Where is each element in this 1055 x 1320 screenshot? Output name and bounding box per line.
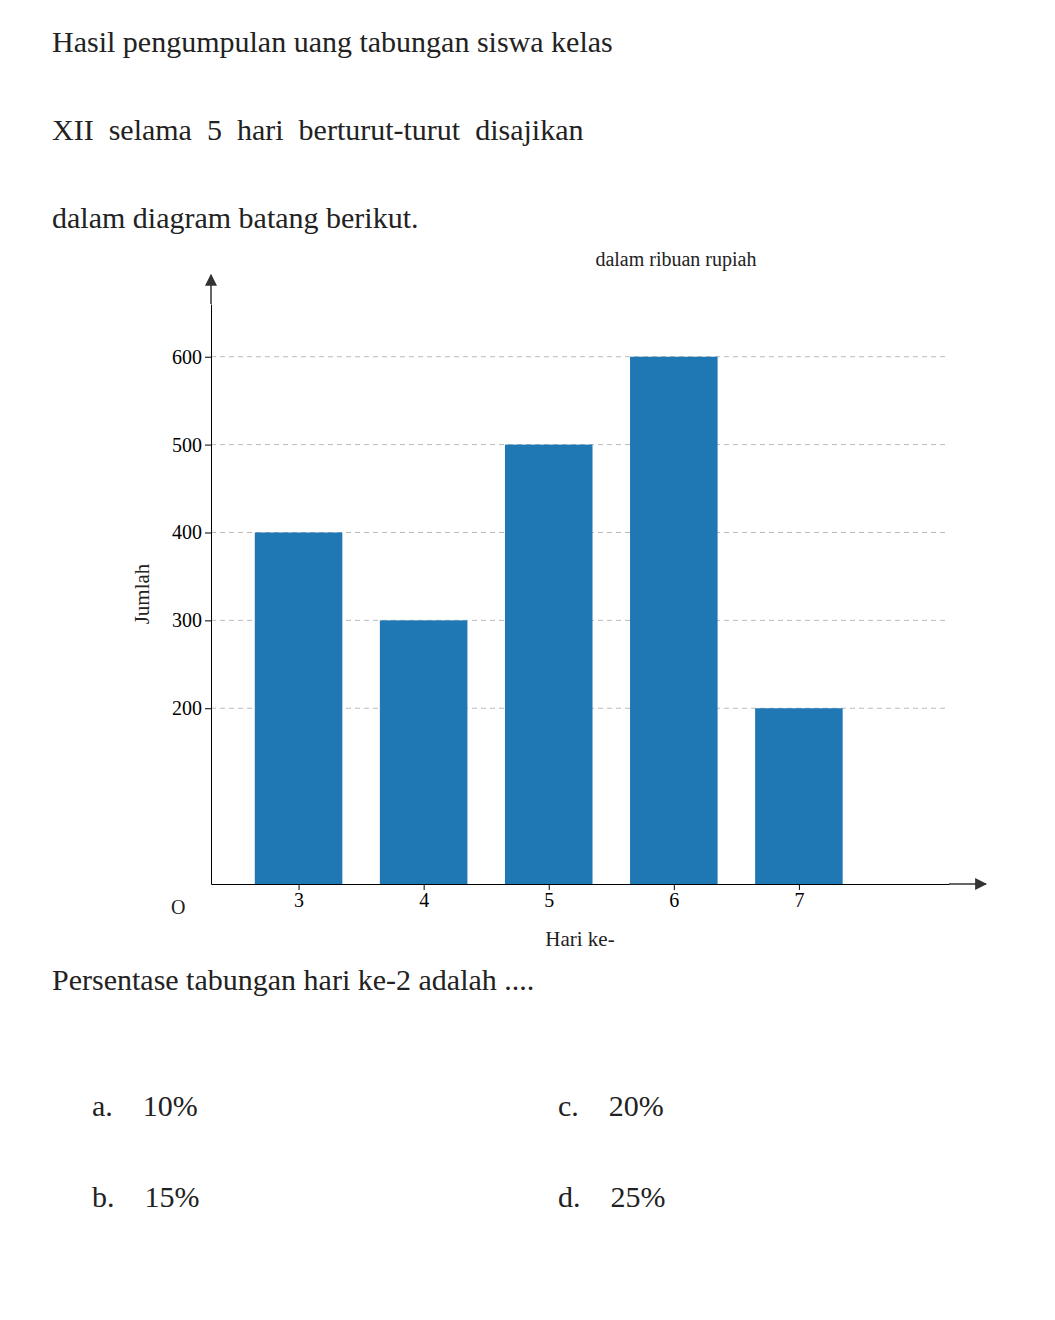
title-line: Hasil pengumpulan uang tabungan siswa ke… <box>52 25 613 58</box>
y-tick: 500 <box>172 434 211 456</box>
y-tick-label: 600 <box>172 346 202 368</box>
y-axis-title: Jumlah <box>130 563 154 624</box>
marks <box>255 357 843 884</box>
bar <box>380 620 468 884</box>
y-tick: 600 <box>172 346 211 368</box>
bar <box>630 357 718 884</box>
bar <box>255 532 343 884</box>
y-tick-label: 400 <box>172 521 202 543</box>
y-tick: 200 <box>172 697 211 719</box>
title-line: dalam diagram batang berikut. <box>52 201 419 234</box>
x-tick-label: 5 <box>544 889 554 911</box>
y-tick: 400 <box>172 521 211 543</box>
x-tick: 5 <box>544 884 554 911</box>
title-line: XII selama 5 hari berturut-turut disajik… <box>52 113 584 146</box>
x-tick-label: 7 <box>794 889 804 911</box>
x-tick-label: 3 <box>294 889 304 911</box>
chart-svg: Hasil pengumpulan uang tabungan siswa ke… <box>0 0 1055 1320</box>
y-axis-arrow <box>210 275 212 304</box>
y-axis-line <box>211 305 212 885</box>
bar <box>505 445 593 884</box>
option: d. 25% <box>558 1180 666 1213</box>
y-tick-label: 200 <box>172 697 202 719</box>
y-tick-mark <box>205 445 211 446</box>
option: b. 15% <box>92 1180 200 1213</box>
y-tick-mark <box>205 532 211 533</box>
y-tick-label: 300 <box>172 609 202 631</box>
x-tick-label: 6 <box>669 889 679 911</box>
x-axis-arrow <box>949 883 986 885</box>
option: c. 20% <box>558 1089 664 1122</box>
options: a. 10% b. 15% c. 20% d. 25% <box>92 1089 666 1213</box>
origin-label: O <box>171 896 185 918</box>
x-tick: 7 <box>794 884 804 911</box>
y-axis: 200 300 400 500 600 <box>172 305 212 885</box>
y-tick: 300 <box>172 609 211 631</box>
question: Persentase tabungan hari ke-2 adalah ...… <box>52 963 534 996</box>
axis-arrows <box>211 275 986 884</box>
grid-line <box>211 356 949 357</box>
y-tick-mark <box>205 357 211 358</box>
x-axis: 3 4 5 6 7 <box>212 884 950 911</box>
title: Hasil pengumpulan uang tabungan siswa ke… <box>52 25 613 234</box>
subtitle: dalam ribuan rupiah <box>595 248 756 271</box>
y-tick-label: 500 <box>172 434 202 456</box>
x-tick: 6 <box>669 884 679 911</box>
y-tick-mark <box>205 708 211 709</box>
x-axis-title: Hari ke- <box>545 927 614 951</box>
x-axis-line <box>212 884 950 885</box>
y-tick-mark <box>205 620 211 621</box>
bar <box>755 708 843 884</box>
x-tick: 4 <box>419 884 429 911</box>
x-tick: 3 <box>294 884 304 911</box>
option: a. 10% <box>92 1089 198 1122</box>
x-tick-label: 4 <box>419 889 429 911</box>
